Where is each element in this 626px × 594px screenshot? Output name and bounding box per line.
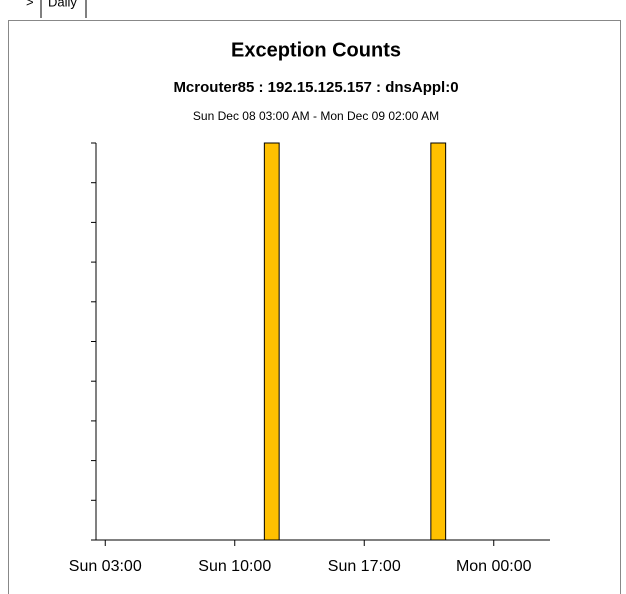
x-tick-label: Mon 00:00 <box>456 558 532 575</box>
bar <box>430 142 447 541</box>
chart-subtitle: Mcrouter85 : 192.15.125.157 : dnsAppl:0 <box>173 79 458 96</box>
panel <box>8 20 621 594</box>
date-range: Sun Dec 08 03:00 AM - Mon Dec 09 02:00 A… <box>193 109 439 123</box>
x-tick-label: Sun 03:00 <box>69 558 142 575</box>
tab[interactable]: Daily <box>48 0 77 9</box>
tab-bar <box>0 0 626 20</box>
chart-title: Exception Counts <box>231 39 401 61</box>
bar <box>263 142 280 541</box>
x-tick-label: Sun 17:00 <box>328 558 401 575</box>
tab[interactable]: > <box>26 0 34 9</box>
x-tick-label: Sun 10:00 <box>198 558 271 575</box>
